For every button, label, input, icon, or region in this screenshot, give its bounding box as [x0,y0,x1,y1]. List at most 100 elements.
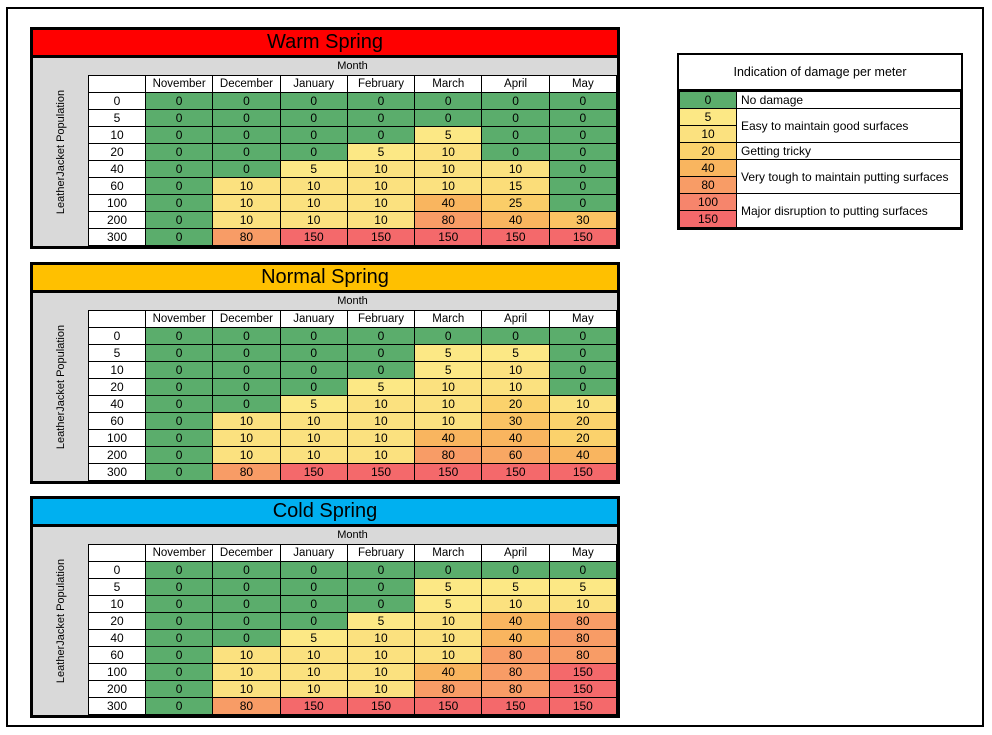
legend-value-cell[interactable]: 5 [679,108,737,126]
data-cell[interactable]: 80 [212,228,281,246]
data-cell[interactable]: 150 [548,663,618,681]
corner-blank-cell[interactable] [88,75,146,93]
data-cell[interactable]: 0 [144,160,214,178]
month-header-cell[interactable]: November [144,75,214,93]
data-cell[interactable]: 0 [548,194,618,212]
data-cell[interactable]: 0 [481,109,550,127]
data-cell[interactable]: 0 [144,395,214,413]
data-cell[interactable]: 10 [212,446,281,464]
data-cell[interactable]: 10 [346,429,416,447]
population-row-label[interactable]: 60 [88,412,146,430]
data-cell[interactable]: 0 [212,109,281,127]
data-cell[interactable]: 5 [414,595,483,613]
data-cell[interactable]: 5 [279,629,348,647]
month-header-cell[interactable]: May [548,75,618,93]
data-cell[interactable]: 0 [144,126,214,144]
month-header-cell[interactable]: April [481,310,550,328]
data-cell[interactable]: 0 [144,463,214,481]
data-cell[interactable]: 10 [548,595,618,613]
data-cell[interactable]: 0 [481,327,550,345]
data-cell[interactable]: 10 [414,177,483,195]
data-cell[interactable]: 150 [279,463,348,481]
data-cell[interactable]: 0 [279,109,348,127]
data-cell[interactable]: 10 [279,680,348,698]
population-axis-cell[interactable]: LeatherJacket Population [33,58,88,246]
data-cell[interactable]: 0 [548,109,618,127]
data-cell[interactable]: 10 [414,378,483,396]
data-cell[interactable]: 0 [548,92,618,110]
data-cell[interactable]: 80 [481,646,550,664]
data-cell[interactable]: 0 [144,412,214,430]
data-cell[interactable]: 5 [414,126,483,144]
data-cell[interactable]: 10 [346,194,416,212]
data-cell[interactable]: 0 [481,126,550,144]
corner-blank-cell[interactable] [88,310,146,328]
data-cell[interactable]: 10 [212,646,281,664]
population-row-label[interactable]: 40 [88,629,146,647]
data-cell[interactable]: 10 [481,378,550,396]
data-cell[interactable]: 150 [346,228,416,246]
population-axis-cell[interactable]: LeatherJacket Population [33,527,88,715]
data-cell[interactable]: 10 [279,177,348,195]
data-cell[interactable]: 10 [414,412,483,430]
month-header-cell[interactable]: December [212,544,281,562]
data-cell[interactable]: 0 [548,561,618,579]
data-cell[interactable]: 10 [548,395,618,413]
month-header-cell[interactable]: February [346,310,416,328]
data-cell[interactable]: 0 [144,92,214,110]
data-cell[interactable]: 150 [414,228,483,246]
data-cell[interactable]: 150 [548,463,618,481]
month-header-cell[interactable]: April [481,75,550,93]
legend-desc-cell[interactable]: Very tough to maintain putting surfaces [736,159,961,194]
data-cell[interactable]: 150 [481,463,550,481]
data-cell[interactable]: 80 [481,663,550,681]
data-cell[interactable]: 0 [212,344,281,362]
month-header-cell[interactable]: March [414,310,483,328]
data-cell[interactable]: 0 [212,143,281,161]
data-cell[interactable]: 150 [279,228,348,246]
data-cell[interactable]: 20 [548,429,618,447]
month-axis-label[interactable]: Month [88,293,617,310]
data-cell[interactable]: 5 [548,578,618,596]
data-cell[interactable]: 0 [279,612,348,630]
data-cell[interactable]: 0 [481,92,550,110]
population-row-label[interactable]: 20 [88,143,146,161]
data-cell[interactable]: 0 [548,160,618,178]
population-row-label[interactable]: 200 [88,211,146,229]
data-cell[interactable]: 5 [481,344,550,362]
month-header-cell[interactable]: April [481,544,550,562]
population-row-label[interactable]: 100 [88,663,146,681]
data-cell[interactable]: 10 [212,663,281,681]
population-row-label[interactable]: 0 [88,561,146,579]
data-cell[interactable]: 0 [144,612,214,630]
data-cell[interactable]: 0 [279,327,348,345]
data-cell[interactable]: 10 [212,194,281,212]
data-cell[interactable]: 10 [414,629,483,647]
data-cell[interactable]: 10 [212,412,281,430]
population-row-label[interactable]: 20 [88,378,146,396]
month-header-cell[interactable]: March [414,75,483,93]
data-cell[interactable]: 0 [144,561,214,579]
data-cell[interactable]: 5 [346,378,416,396]
data-cell[interactable]: 80 [548,612,618,630]
population-row-label[interactable]: 300 [88,228,146,246]
data-cell[interactable]: 5 [414,344,483,362]
data-cell[interactable]: 150 [481,228,550,246]
data-cell[interactable]: 10 [346,177,416,195]
data-cell[interactable]: 10 [346,446,416,464]
population-row-label[interactable]: 0 [88,327,146,345]
data-cell[interactable]: 150 [346,463,416,481]
data-cell[interactable]: 0 [144,177,214,195]
data-cell[interactable]: 10 [346,680,416,698]
data-cell[interactable]: 0 [144,446,214,464]
population-row-label[interactable]: 5 [88,578,146,596]
data-cell[interactable]: 150 [346,697,416,715]
population-row-label[interactable]: 20 [88,612,146,630]
data-cell[interactable]: 0 [144,429,214,447]
data-cell[interactable]: 5 [279,160,348,178]
data-cell[interactable]: 0 [346,344,416,362]
data-cell[interactable]: 40 [414,194,483,212]
legend-desc-cell[interactable]: No damage [736,91,961,109]
data-cell[interactable]: 10 [481,595,550,613]
data-cell[interactable]: 10 [481,160,550,178]
